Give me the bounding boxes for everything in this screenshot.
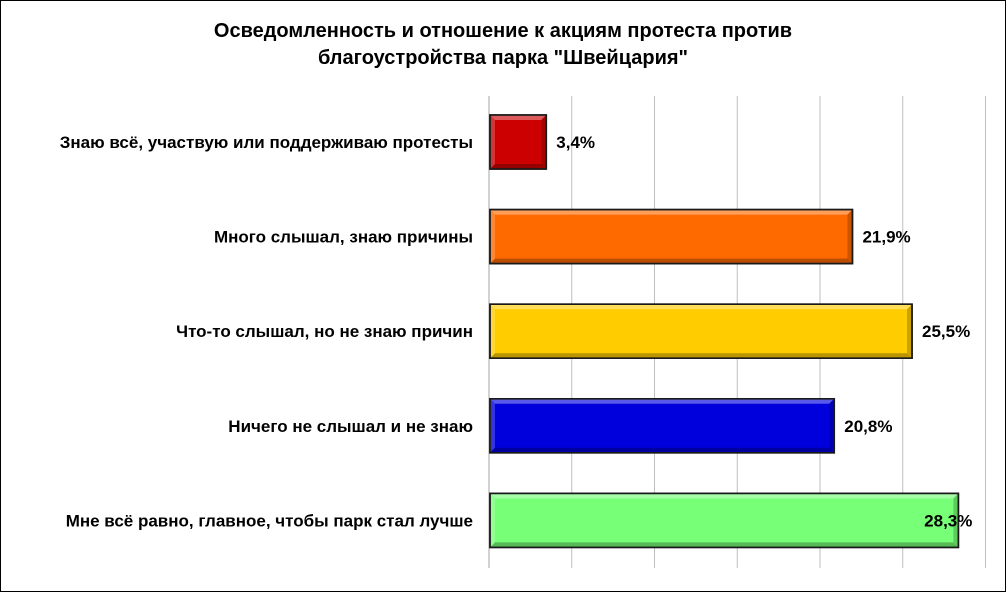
bar-bevel-right xyxy=(829,398,835,453)
bar-3 xyxy=(489,303,913,360)
bar-bevel-left xyxy=(490,398,495,453)
bar-bevel-right xyxy=(541,115,547,169)
bar-bevel-left xyxy=(490,209,495,264)
value-label: 21,9% xyxy=(862,228,910,247)
bar-outline xyxy=(489,492,960,549)
value-label: 28,3% xyxy=(924,511,972,530)
bar-bevel-bottom xyxy=(490,258,853,264)
bar-bevel-bottom xyxy=(490,164,547,169)
bar-bevel-bottom xyxy=(490,542,959,548)
bar-fill xyxy=(489,114,548,170)
bar-5 xyxy=(489,492,960,549)
value-label: 3,4% xyxy=(556,133,595,152)
category-label: Знаю всё, участвую или поддерживаю проте… xyxy=(60,133,473,152)
bar-bevel-bottom xyxy=(490,353,913,359)
bar-fill xyxy=(489,208,854,265)
labels: Знаю всё, участвую или поддерживаю проте… xyxy=(60,133,973,530)
category-label: Много слышал, знаю причины xyxy=(214,228,473,247)
bar-fill xyxy=(489,397,836,454)
bar-fill xyxy=(489,492,960,549)
bar-bevel-top xyxy=(490,209,853,215)
bar-outline xyxy=(489,397,836,454)
value-label: 25,5% xyxy=(922,322,970,341)
bar-outline xyxy=(489,114,548,170)
bar-outline xyxy=(489,208,854,265)
bar-bevel-left xyxy=(490,493,495,548)
bar-fill xyxy=(489,303,913,360)
category-label: Мне всё равно, главное, чтобы парк стал … xyxy=(66,511,473,530)
chart-title-line-2: благоустройства парка "Швейцария" xyxy=(317,47,689,69)
bar-1 xyxy=(489,114,548,170)
value-label: 20,8% xyxy=(844,417,892,436)
bar-bevel-top xyxy=(490,493,959,499)
bar-4 xyxy=(489,397,836,454)
bar-bevel-right xyxy=(847,209,853,264)
bar-bevel-top xyxy=(490,304,913,310)
bar-bevel-left xyxy=(490,304,495,359)
chart-title-line-1: Осведомленность и отношение к акциям про… xyxy=(213,20,793,42)
bar-bevel-top xyxy=(490,115,547,120)
bars xyxy=(489,114,960,549)
category-label: Что-то слышал, но не знаю причин xyxy=(176,322,473,341)
bar-bevel-bottom xyxy=(490,447,835,453)
bar-bevel-left xyxy=(490,115,495,169)
bar-outline xyxy=(489,303,913,360)
bar-2 xyxy=(489,208,854,265)
bar-bevel-top xyxy=(490,398,835,404)
bar-bevel-right xyxy=(907,304,913,359)
bar-bevel-right xyxy=(953,493,959,548)
chart-title: Осведомленность и отношение к акциям про… xyxy=(0,18,1006,72)
category-label: Ничего не слышал и не знаю xyxy=(228,417,473,436)
